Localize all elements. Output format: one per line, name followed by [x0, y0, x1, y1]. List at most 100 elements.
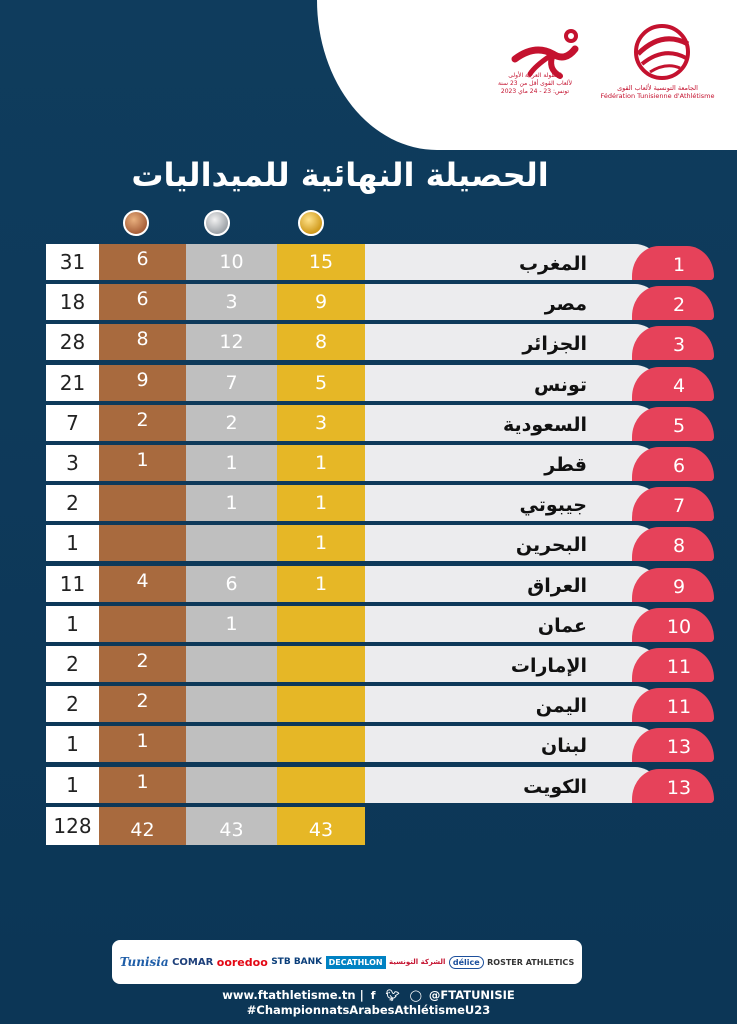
country-cell: مصر: [365, 284, 665, 320]
website-link[interactable]: www.ftathletisme.tn: [222, 988, 356, 1002]
silver-cell: 12: [186, 324, 277, 360]
sponsors-bar: Tunisia COMAR ooredoo STB BANK DECATHLON…: [112, 940, 582, 984]
gold-cell: 5: [277, 365, 365, 401]
gold-cell: [277, 767, 365, 803]
gold-medal-icon: [298, 210, 324, 236]
bronze-cell: 8: [99, 324, 186, 360]
country-cell: جيبوتي: [365, 485, 665, 521]
country-cell: عمان: [365, 606, 665, 642]
total-cell: 11: [46, 566, 99, 602]
bronze-cell: [99, 606, 186, 642]
gold-cell: 1: [277, 485, 365, 521]
silver-cell: 1: [186, 606, 277, 642]
social-handle[interactable]: @FTATUNISIE: [428, 988, 515, 1002]
table-row: 11 4 6 1 العراق 9: [46, 566, 716, 602]
table-row: 1 1 الكويت 13: [46, 767, 716, 803]
rank-cell: 4: [632, 367, 714, 401]
sponsor-logo: ooredoo: [216, 955, 268, 969]
silver-total-cell: 43: [186, 807, 277, 845]
bronze-cell: 2: [99, 686, 186, 722]
gold-cell: 8: [277, 324, 365, 360]
table-row: 2 2 اليمن 11: [46, 686, 716, 722]
total-cell: 21: [46, 365, 99, 401]
total-cell: 2: [46, 646, 99, 682]
gold-cell: 1: [277, 445, 365, 481]
silver-cell: 6: [186, 566, 277, 602]
table-row: 1 1 البحرين 8: [46, 525, 716, 561]
total-cell: 1: [46, 606, 99, 642]
total-cell: 1: [46, 525, 99, 561]
rank-cell: 1: [632, 246, 714, 280]
table-row: 7 2 2 3 السعودية 5: [46, 405, 716, 441]
gold-cell: [277, 606, 365, 642]
federation-logo-caption: الجامعة التونسية لألعاب القوى Fédération…: [600, 84, 715, 100]
gold-cell: 3: [277, 405, 365, 441]
rank-cell: 9: [632, 568, 714, 602]
rank-cell: 7: [632, 487, 714, 521]
gold-cell: [277, 686, 365, 722]
twitter-icon[interactable]: 🐦︎: [385, 989, 400, 1002]
table-row: 28 8 12 8 الجزائر 3: [46, 324, 716, 360]
table-row: 18 6 3 9 مصر 2: [46, 284, 716, 320]
sponsor-logo: الشركة التونسية: [389, 958, 446, 966]
rank-cell: 5: [632, 407, 714, 441]
footer-links: www.ftathletisme.tn | f 🐦︎ ◯ @FTATUNISIE: [222, 988, 515, 1002]
sponsor-logo: COMAR: [172, 956, 214, 968]
silver-cell: [186, 767, 277, 803]
sponsor-logo: DECATHLON: [325, 955, 386, 969]
total-cell: 7: [46, 405, 99, 441]
table-row: 21 9 7 5 تونس 4: [46, 365, 716, 401]
country-cell: الإمارات: [365, 646, 665, 682]
bronze-total-cell: 42: [99, 807, 186, 845]
total-cell: 2: [46, 686, 99, 722]
facebook-icon[interactable]: f: [370, 989, 376, 1002]
rank-cell: 11: [632, 648, 714, 682]
table-row: 3 1 1 1 قطر 6: [46, 445, 716, 481]
bronze-cell: 2: [99, 646, 186, 682]
gold-cell: [277, 646, 365, 682]
bronze-cell: [99, 525, 186, 561]
table-row: 1 1 عمان 10: [46, 606, 716, 642]
gold-cell: 15: [277, 244, 365, 280]
bronze-cell: 6: [99, 244, 186, 280]
table-row: 31 6 10 15 المغرب 1: [46, 244, 716, 280]
silver-medal-icon: [204, 210, 230, 236]
footer-hashtag: #ChampionnatsArabesAthlétismeU23: [246, 1003, 491, 1017]
total-cell: 31: [46, 244, 99, 280]
rank-cell: 13: [632, 769, 714, 803]
bronze-medal-icon: [123, 210, 149, 236]
silver-cell: [186, 686, 277, 722]
country-cell: قطر: [365, 445, 665, 481]
sponsor-logo: délice: [448, 955, 484, 969]
country-cell: اليمن: [365, 686, 665, 722]
instagram-icon[interactable]: ◯: [409, 989, 422, 1002]
bronze-cell: 4: [99, 566, 186, 602]
total-cell: 18: [46, 284, 99, 320]
bronze-cell: 2: [99, 405, 186, 441]
bronze-cell: 1: [99, 445, 186, 481]
rank-cell: 3: [632, 326, 714, 360]
silver-cell: 3: [186, 284, 277, 320]
event-runner-logo: [511, 29, 579, 79]
rank-cell: 2: [632, 286, 714, 320]
gold-total-cell: 43: [277, 807, 365, 845]
federation-logo: [634, 24, 690, 80]
total-cell: 1: [46, 726, 99, 762]
rank-cell: 8: [632, 527, 714, 561]
table-row: 2 1 1 جيبوتي 7: [46, 485, 716, 521]
page-title: الحصيلة النهائية للميداليات: [131, 156, 549, 194]
table-row: 2 2 الإمارات 11: [46, 646, 716, 682]
total-cell: 1: [46, 767, 99, 803]
rank-cell: 11: [632, 688, 714, 722]
silver-cell: 10: [186, 244, 277, 280]
table-row: 1 1 لبنان 13: [46, 726, 716, 762]
silver-cell: 2: [186, 405, 277, 441]
silver-cell: 1: [186, 485, 277, 521]
silver-cell: [186, 726, 277, 762]
bronze-cell: 1: [99, 767, 186, 803]
sponsor-logo: Tunisia: [119, 955, 169, 969]
silver-cell: [186, 646, 277, 682]
total-cell: 2: [46, 485, 99, 521]
gold-cell: 9: [277, 284, 365, 320]
